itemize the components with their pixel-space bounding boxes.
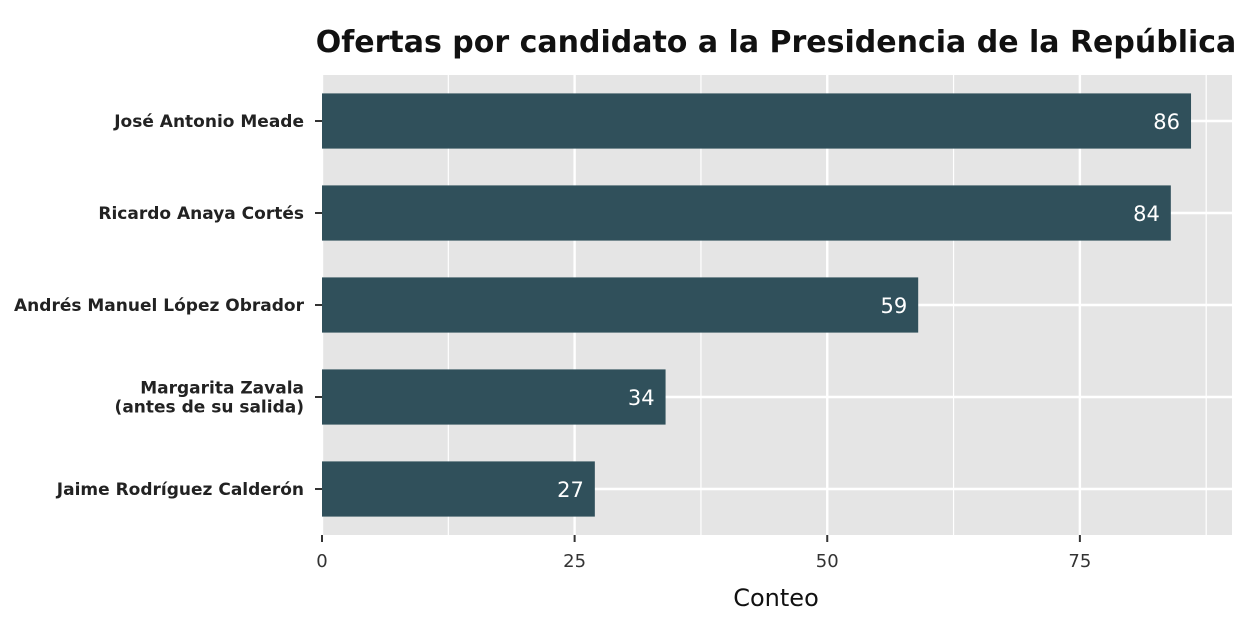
x-tick-label: 25 <box>563 551 586 572</box>
bar <box>322 277 919 333</box>
category-label-line: (antes de su salida) <box>115 398 304 418</box>
y-axis-labels: José Antonio Meade Ricardo Anaya Cortés An… <box>14 112 322 500</box>
category-label-line: Ricardo Anaya Cortés <box>98 204 304 224</box>
category-label-line: José Antonio Meade <box>113 112 304 132</box>
chart-title: Ofertas por candidato a la Presidencia d… <box>316 25 1237 60</box>
bar <box>322 369 666 425</box>
bar-value-label: 59 <box>880 294 907 318</box>
bar-value-label: 86 <box>1153 110 1180 134</box>
category-label: Jaime Rodríguez Calderón <box>56 480 304 500</box>
bars: 86 84 59 34 27 <box>322 93 1192 517</box>
bar-value-label: 34 <box>628 386 655 410</box>
category-label: José Antonio Meade <box>113 112 304 132</box>
x-tick-label: 50 <box>816 551 839 572</box>
category-label-line: Andrés Manuel López Obrador <box>14 296 305 316</box>
bar <box>322 93 1192 149</box>
category-label-line: Jaime Rodríguez Calderón <box>56 480 304 500</box>
bar-value-label: 84 <box>1133 202 1160 226</box>
x-axis-title: Conteo <box>733 584 819 612</box>
bar <box>322 461 595 517</box>
bar-value-label: 27 <box>557 478 584 502</box>
category-label-line: Margarita Zavala <box>140 379 304 399</box>
category-label: Ricardo Anaya Cortés <box>98 204 304 224</box>
x-axis: 0 25 50 75 <box>316 535 1091 572</box>
x-tick-label: 0 <box>316 551 327 572</box>
category-label: Andrés Manuel López Obrador <box>14 296 305 316</box>
category-label: Margarita Zavala (antes de su salida) <box>115 379 304 418</box>
x-tick-label: 75 <box>1068 551 1091 572</box>
bar <box>322 185 1171 241</box>
